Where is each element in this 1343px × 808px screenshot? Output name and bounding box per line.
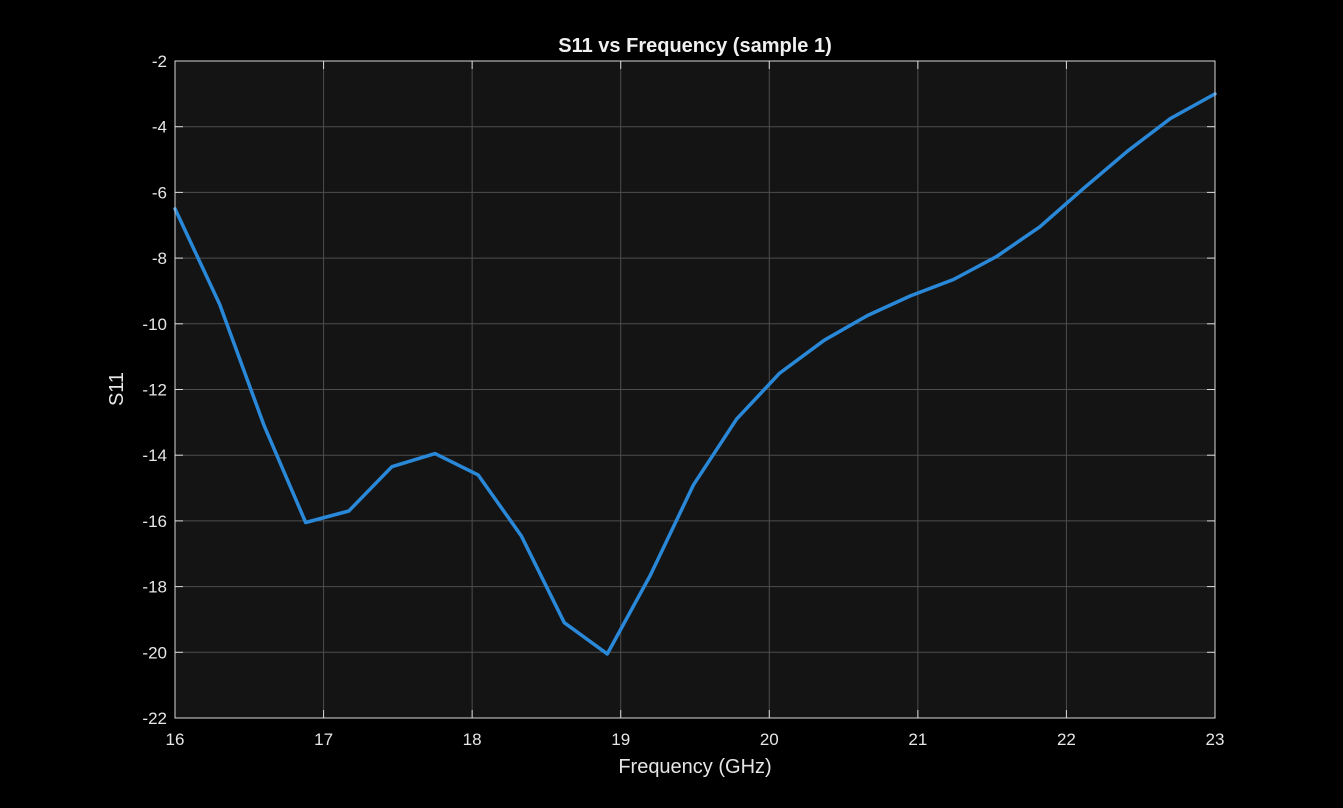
- x-tick-label: 16: [166, 730, 185, 749]
- series-layer: [173, 92, 1217, 656]
- ticks: 16 17 18 19 20 21 22 23 -22 -20 -18 -16 -14 -12 -10 -8 -…: [142, 52, 1224, 749]
- x-tick-label: 22: [1057, 730, 1076, 749]
- y-tick-label: -20: [142, 643, 167, 662]
- y-tick-label: -6: [152, 183, 167, 202]
- x-tick-label: 18: [463, 730, 482, 749]
- y-tick-label: -14: [142, 446, 167, 465]
- y-tick-label: -16: [142, 512, 167, 531]
- y-tick-label: -8: [152, 249, 167, 268]
- chart-title: S11 vs Frequency (sample 1): [558, 35, 831, 57]
- y-tick-label: -18: [142, 578, 167, 597]
- y-tick-label: -22: [142, 709, 167, 728]
- y-tick-label: -12: [142, 381, 167, 400]
- x-tick-label: 19: [611, 730, 630, 749]
- s11-series-line: [173, 92, 1217, 656]
- x-tick-label: 17: [314, 730, 333, 749]
- grid: [175, 61, 1215, 718]
- x-tick-label: 21: [908, 730, 927, 749]
- y-tick-label: -4: [152, 118, 167, 137]
- x-axis-label: Frequency (GHz): [618, 756, 771, 778]
- y-tick-label: -2: [152, 52, 167, 71]
- x-tick-label: 23: [1206, 730, 1225, 749]
- y-axis-label: S11: [106, 372, 128, 406]
- y-tick-label: -10: [142, 315, 167, 334]
- x-tick-label: 20: [760, 730, 779, 749]
